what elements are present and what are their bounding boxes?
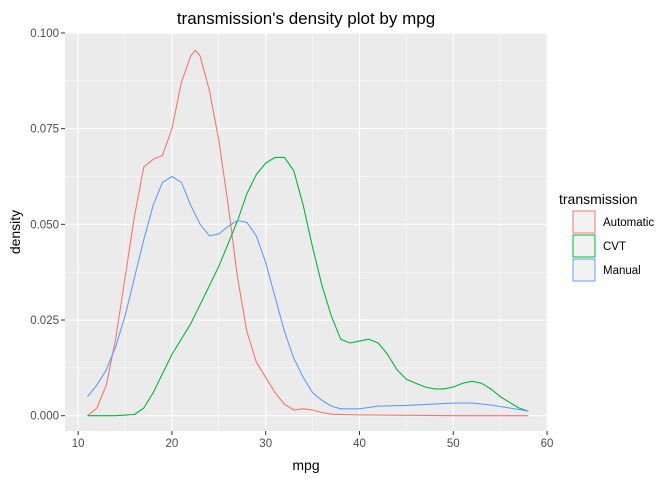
y-tick-label: 0.000 [30, 411, 59, 423]
plot-panel [65, 33, 548, 431]
legend-key-automatic [572, 210, 596, 234]
legend-label: Manual [603, 265, 641, 277]
legend-key-cvt [572, 234, 596, 258]
major-gridlines [65, 32, 548, 431]
x-tick-label: 40 [353, 438, 366, 450]
y-axis-title: density [7, 210, 23, 254]
minor-gridlines [65, 33, 548, 431]
series-line-manual [87, 175, 529, 412]
legend-title: transmission [559, 191, 638, 207]
series-line-automatic [87, 49, 529, 417]
x-tick-label: 20 [166, 438, 179, 450]
series-line-cvt [87, 156, 529, 417]
chart-title: transmission's density plot by mpg [177, 9, 435, 28]
y-tick-label: 0.025 [30, 315, 59, 327]
x-axis-title: mpg [292, 457, 319, 473]
legend-label: CVT [603, 241, 626, 253]
y-tick-label: 0.100 [30, 28, 59, 40]
x-tick-label: 30 [259, 438, 272, 450]
y-axis: 0.000 0.025 0.050 0.075 0.100 [30, 28, 65, 423]
legend-item-automatic: Automatic [572, 210, 654, 234]
x-tick-label: 10 [72, 438, 85, 450]
legend-item-manual: Manual [572, 258, 641, 282]
legend-key-manual [572, 258, 596, 282]
series-lines [87, 49, 529, 417]
x-tick-label: 60 [541, 438, 554, 450]
y-tick-label: 0.075 [30, 124, 59, 136]
legend-label: Automatic [603, 217, 654, 229]
legend: transmission Automatic CVT Manual [559, 191, 654, 282]
x-tick-label: 50 [447, 438, 460, 450]
x-axis: 10 20 30 40 50 60 [72, 431, 554, 450]
legend-item-cvt: CVT [572, 234, 626, 258]
y-tick-label: 0.050 [30, 219, 59, 231]
